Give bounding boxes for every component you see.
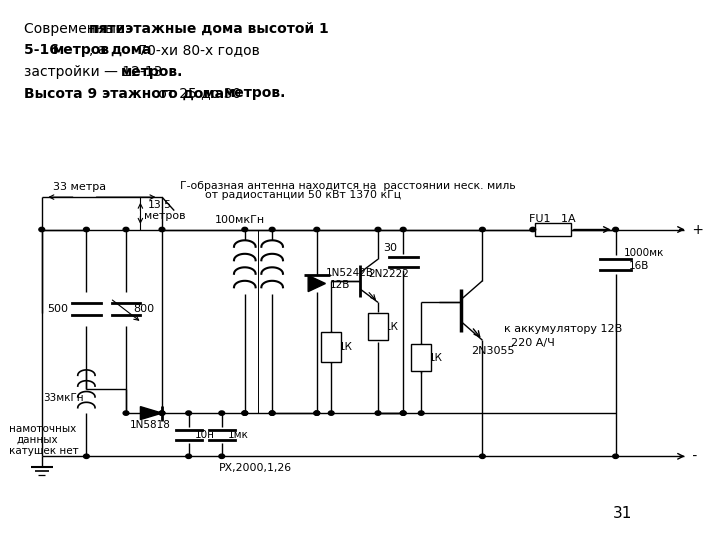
Bar xyxy=(535,223,571,236)
Bar xyxy=(321,332,341,362)
Circle shape xyxy=(39,227,45,232)
Text: от 25 до 30: от 25 до 30 xyxy=(153,86,245,100)
Circle shape xyxy=(159,411,165,415)
Circle shape xyxy=(613,454,618,458)
Circle shape xyxy=(123,227,129,232)
Text: 12В: 12В xyxy=(330,280,350,290)
Text: Высота 9 этажного дома: Высота 9 этажного дома xyxy=(24,86,224,100)
Bar xyxy=(411,345,431,372)
Bar xyxy=(368,313,388,340)
Circle shape xyxy=(242,411,248,415)
Circle shape xyxy=(314,411,320,415)
Circle shape xyxy=(530,227,536,232)
Text: 31: 31 xyxy=(613,505,632,521)
Text: 1N5242В: 1N5242В xyxy=(325,268,374,278)
Text: 220 А/Ч: 220 А/Ч xyxy=(511,338,555,348)
Text: 5-16: 5-16 xyxy=(24,43,63,57)
Circle shape xyxy=(159,227,165,232)
Circle shape xyxy=(269,411,275,415)
Text: пятиэтажные дома высотой 1: пятиэтажные дома высотой 1 xyxy=(89,22,328,36)
Text: 1000мк: 1000мк xyxy=(624,248,665,258)
Circle shape xyxy=(186,454,192,458)
Text: 1N5818: 1N5818 xyxy=(130,420,171,430)
Text: Современные: Современные xyxy=(24,22,129,36)
Text: намоточных: намоточных xyxy=(9,424,76,434)
Text: метров: метров xyxy=(144,211,186,221)
Text: 1К: 1К xyxy=(385,322,399,332)
Text: -: - xyxy=(688,449,697,463)
Text: 2N3055: 2N3055 xyxy=(472,346,515,356)
Text: 800: 800 xyxy=(133,304,154,314)
Text: 2N2222: 2N2222 xyxy=(369,269,410,279)
Circle shape xyxy=(269,227,275,232)
Text: +: + xyxy=(688,222,703,237)
Circle shape xyxy=(219,411,225,415)
Circle shape xyxy=(480,227,485,232)
Circle shape xyxy=(219,454,225,458)
Text: 16В: 16В xyxy=(629,261,649,271)
Circle shape xyxy=(269,411,275,415)
Text: FU1   1А: FU1 1А xyxy=(529,214,576,224)
Text: от радиостанции 50 кВт 1370 кГц: от радиостанции 50 кВт 1370 кГц xyxy=(205,191,401,200)
Text: застройки — 12-13: застройки — 12-13 xyxy=(24,65,166,79)
Text: катушек нет: катушек нет xyxy=(9,446,79,456)
Circle shape xyxy=(242,411,248,415)
Text: метров.: метров. xyxy=(121,65,184,79)
Text: 33мкГн: 33мкГн xyxy=(43,393,84,403)
Text: к аккумулятору 12В: к аккумулятору 12В xyxy=(504,325,622,334)
Polygon shape xyxy=(308,275,325,292)
Circle shape xyxy=(159,411,165,415)
Text: 1К: 1К xyxy=(428,353,442,363)
Text: 500: 500 xyxy=(47,304,68,314)
Circle shape xyxy=(400,227,406,232)
Text: 1мк: 1мк xyxy=(228,430,248,440)
Circle shape xyxy=(314,227,320,232)
Text: 13.5: 13.5 xyxy=(148,200,171,210)
Text: дома: дома xyxy=(110,43,152,57)
Circle shape xyxy=(328,411,334,415)
Circle shape xyxy=(314,411,320,415)
Circle shape xyxy=(186,411,192,415)
Text: 33 метра: 33 метра xyxy=(53,183,106,192)
Circle shape xyxy=(400,411,406,415)
Text: метров.: метров. xyxy=(224,86,287,100)
Text: Г-образная антенна находится на  расстоянии неск. миль: Г-образная антенна находится на расстоян… xyxy=(180,181,516,191)
Text: РХ,2000,1,26: РХ,2000,1,26 xyxy=(219,463,292,473)
Circle shape xyxy=(400,411,406,415)
Circle shape xyxy=(242,227,248,232)
Circle shape xyxy=(84,454,89,458)
Polygon shape xyxy=(140,407,162,420)
Circle shape xyxy=(375,227,381,232)
Text: , а: , а xyxy=(89,43,110,57)
Text: 1К: 1К xyxy=(338,342,352,352)
Circle shape xyxy=(84,227,89,232)
Text: данных: данных xyxy=(17,435,58,445)
Text: 30: 30 xyxy=(383,244,397,253)
Circle shape xyxy=(375,411,381,415)
Circle shape xyxy=(123,411,129,415)
Circle shape xyxy=(418,411,424,415)
Circle shape xyxy=(613,227,618,232)
Circle shape xyxy=(480,454,485,458)
Text: метров: метров xyxy=(53,43,110,57)
Text: 70-хи 80-х годов: 70-хи 80-х годов xyxy=(134,43,260,57)
Text: 100мкГн: 100мкГн xyxy=(215,215,265,225)
Text: 10н: 10н xyxy=(194,430,215,440)
